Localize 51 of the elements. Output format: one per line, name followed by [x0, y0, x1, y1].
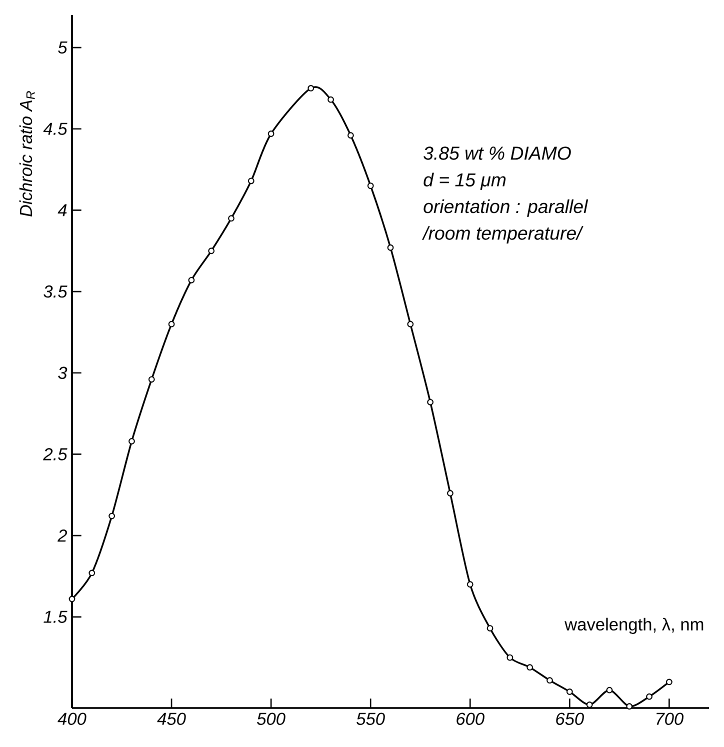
y-axis-title: Dichroic ratio A$_{R}$ — [19, 91, 35, 217]
x-tick-label: 500 — [257, 712, 286, 725]
point — [68, 596, 76, 602]
point — [427, 398, 434, 406]
point — [128, 438, 135, 444]
annotation: d = 15 μm — [424, 172, 506, 190]
point — [526, 664, 534, 671]
y-tick-label: 4 — [58, 204, 67, 216]
point — [188, 276, 195, 284]
y-tick-label: 5 — [58, 41, 68, 54]
x-tick-label: 600 — [456, 712, 484, 725]
point — [546, 677, 553, 684]
point — [168, 320, 175, 328]
point — [387, 244, 394, 251]
point — [148, 376, 155, 383]
point — [486, 625, 494, 632]
point — [328, 96, 334, 103]
y-tick-label: 2.5 — [43, 448, 68, 460]
point — [347, 132, 354, 139]
point — [308, 84, 314, 92]
point — [447, 490, 454, 496]
x-tick-label: 700 — [656, 712, 684, 725]
y-tick-label: 1.5 — [44, 610, 68, 623]
point — [506, 654, 514, 661]
point — [108, 512, 116, 520]
point — [268, 130, 274, 137]
x-tick-label: 450 — [157, 712, 186, 725]
annotation: /room temperature/ — [422, 226, 584, 244]
point — [606, 686, 613, 694]
point — [88, 570, 96, 576]
y-tick-label: 4.5 — [43, 122, 68, 135]
point — [228, 215, 234, 222]
y-tick-label: 3 — [58, 366, 68, 380]
point — [666, 678, 672, 686]
x-axis-title: wavelength, λ, nm — [564, 618, 704, 634]
annotation: 3.85 wt % DIAMO — [424, 146, 571, 160]
point — [646, 693, 652, 700]
annotation: orientation : parallel — [424, 199, 588, 217]
point — [566, 688, 573, 695]
point — [466, 581, 474, 588]
x-tick-label: 550 — [356, 712, 385, 725]
point — [208, 248, 215, 254]
y-tick-label: 2 — [58, 530, 68, 542]
x-tick-label: 650 — [556, 712, 584, 725]
point — [626, 703, 633, 710]
y-tick-label: 3.5 — [44, 285, 68, 298]
point — [407, 320, 414, 328]
point — [248, 178, 254, 184]
point — [367, 182, 374, 190]
point — [586, 702, 593, 708]
x-tick-label: 400 — [58, 712, 86, 725]
